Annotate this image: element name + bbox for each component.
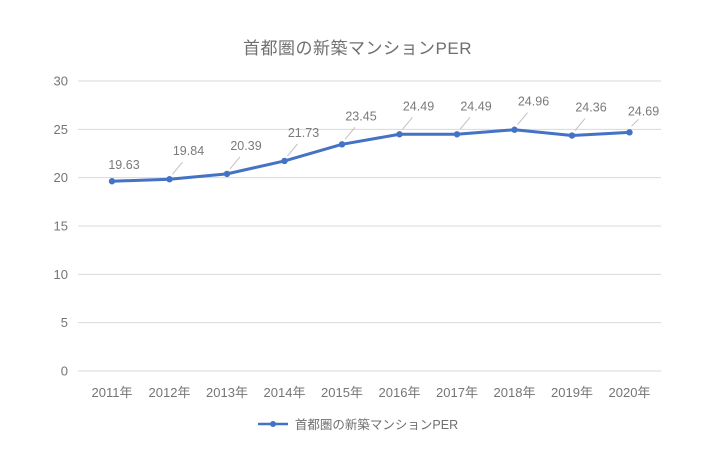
data-label-leader-line	[402, 116, 413, 130]
chart-title: 首都圏の新築マンションPER	[243, 39, 472, 58]
data-point-marker	[281, 157, 288, 165]
legend-line-marker-icon	[257, 420, 288, 427]
x-tick-label: 2013年	[206, 385, 248, 400]
data-point-label: 19.63	[108, 158, 139, 172]
data-label-leader-line	[631, 118, 639, 127]
data-point-marker	[338, 141, 346, 148]
x-tick-label: 2018年	[494, 385, 536, 400]
data-point-marker	[511, 126, 518, 133]
data-label-leader-line	[517, 112, 528, 126]
x-tick-label: 2017年	[436, 385, 478, 400]
data-point-label: 24.36	[575, 101, 606, 115]
data-label-leader-line	[574, 118, 586, 131]
chart-legend: 首都圏の新築マンションPER	[0, 414, 715, 433]
y-tick-label: 0	[61, 364, 68, 379]
y-tick-label: 15	[54, 219, 68, 234]
y-tick-label: 30	[54, 74, 68, 89]
data-label-leader-line	[344, 126, 356, 140]
y-tick-label: 20	[54, 170, 68, 185]
data-label-leader-line	[229, 156, 241, 170]
data-point-marker	[223, 170, 231, 178]
data-point-label: 24.49	[460, 99, 491, 113]
data-point-marker	[568, 132, 576, 139]
y-tick-label: 10	[54, 267, 68, 282]
data-point-marker	[166, 176, 173, 183]
x-tick-label: 2012年	[149, 385, 191, 400]
x-tick-label: 2019年	[551, 385, 593, 400]
legend-label: 首都圏の新築マンションPER	[294, 418, 459, 432]
data-point-label: 20.39	[230, 139, 261, 153]
data-label-leader-line	[287, 143, 298, 157]
data-label-leader-line	[459, 116, 471, 130]
data-point-label: 24.96	[518, 95, 549, 109]
data-point-label: 24.69	[628, 104, 659, 118]
x-tick-label: 2015年	[321, 385, 363, 400]
x-tick-label: 2011年	[92, 385, 133, 400]
data-label-leader-line	[172, 161, 183, 175]
data-point-marker	[626, 129, 633, 136]
y-tick-label: 25	[54, 122, 68, 137]
data-point-marker	[396, 131, 403, 138]
data-point-label: 19.84	[173, 144, 204, 158]
x-tick-label: 2016年	[379, 385, 421, 400]
y-tick-label: 5	[61, 315, 68, 330]
data-point-label: 21.73	[288, 126, 319, 140]
series-line	[110, 128, 631, 183]
data-point-marker	[453, 131, 461, 138]
x-tick-label: 2014年	[264, 385, 306, 400]
data-point-label: 24.49	[403, 99, 434, 113]
x-tick-label: 2020年	[609, 385, 651, 400]
data-point-marker	[108, 178, 116, 185]
data-point-label: 23.45	[345, 109, 376, 123]
